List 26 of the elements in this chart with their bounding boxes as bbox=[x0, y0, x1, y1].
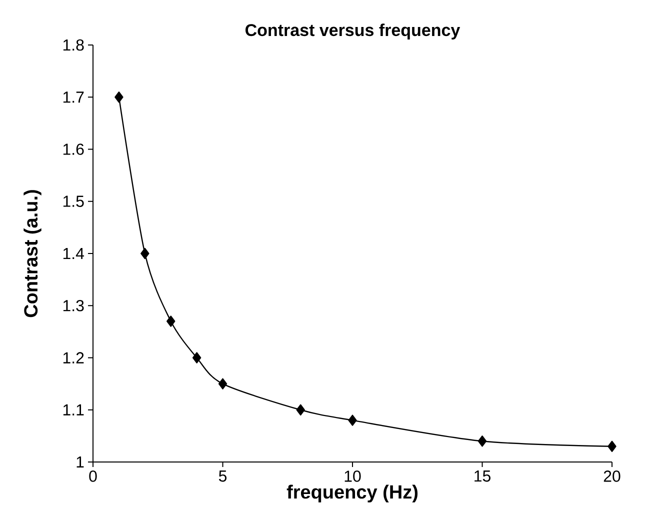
point bbox=[114, 92, 124, 103]
chart-title: Contrast versus frequency bbox=[245, 24, 460, 40]
y-tick-label: 1.5 bbox=[63, 196, 84, 207]
y-tick-label: 1.1 bbox=[63, 404, 84, 416]
x-tick-label: 15 bbox=[474, 470, 490, 482]
y-axis-title: Contrast (a.u.) bbox=[24, 190, 42, 318]
x-axis-title: frequency (Hz) bbox=[286, 484, 418, 502]
point bbox=[296, 404, 305, 416]
y-tick-label: 1.2 bbox=[63, 352, 84, 364]
x-tick-label: 5 bbox=[218, 470, 227, 482]
y-tick-label: 1.8 bbox=[63, 39, 84, 51]
x-tick-label: 20 bbox=[604, 470, 620, 482]
x-tick-label: 10 bbox=[344, 470, 361, 482]
y-tick-label: 1 bbox=[76, 456, 84, 468]
x-tick-label: 0 bbox=[89, 470, 97, 482]
point bbox=[166, 316, 176, 327]
point bbox=[478, 436, 487, 447]
point bbox=[218, 378, 228, 390]
point bbox=[140, 248, 150, 260]
y-tick-label: 1.6 bbox=[63, 144, 84, 155]
y-tick-label: 1.7 bbox=[63, 92, 84, 103]
point bbox=[608, 440, 616, 452]
y-tick-label: 1.4 bbox=[63, 248, 84, 260]
y-tick-label: 1.3 bbox=[63, 300, 84, 312]
point bbox=[192, 352, 202, 364]
point bbox=[348, 414, 357, 426]
